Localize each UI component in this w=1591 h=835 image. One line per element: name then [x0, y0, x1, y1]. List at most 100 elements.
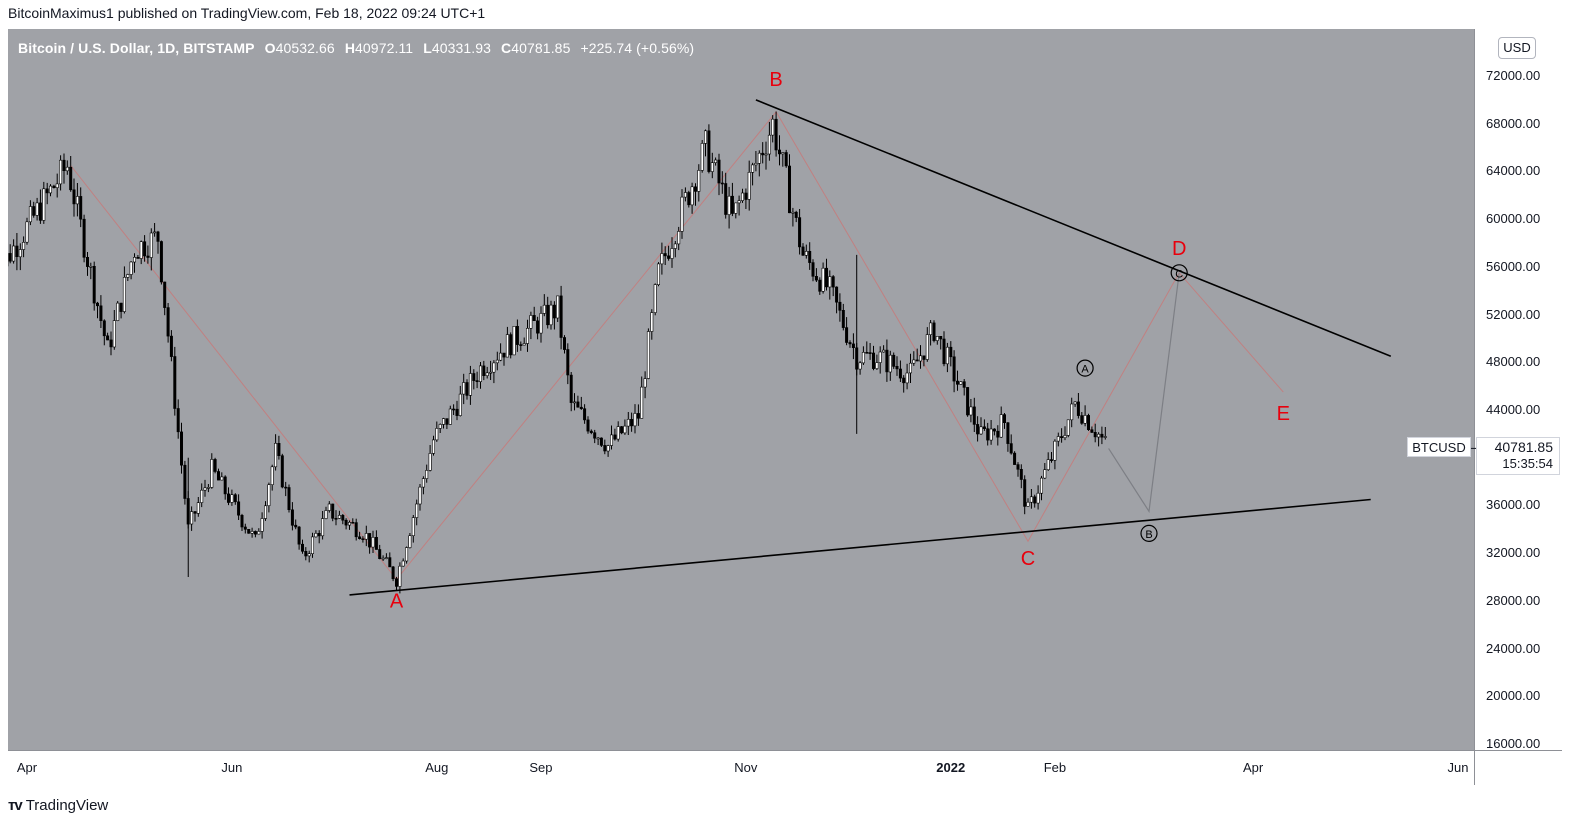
wave-label-d: D: [1172, 238, 1186, 260]
candle-body: [287, 487, 291, 511]
last-price-label: 40781.85 15:35:54: [1476, 437, 1560, 475]
plot-area[interactable]: [8, 29, 1474, 750]
legend-change: +225.74 (+0.56%): [580, 40, 695, 56]
candle-body: [180, 431, 184, 466]
candle-body: [388, 557, 392, 568]
candle-body: [109, 339, 113, 348]
candle-body: [529, 315, 533, 329]
candle-body: [613, 434, 617, 440]
currency-button[interactable]: USD: [1498, 37, 1536, 59]
candle-body: [337, 514, 341, 519]
candle-body: [112, 320, 116, 348]
candle-body: [599, 437, 603, 446]
candle-body: [176, 408, 180, 433]
candle-body: [1076, 401, 1080, 416]
legend-high-value: 40972.11: [355, 40, 414, 56]
candle-body: [687, 192, 691, 206]
candle-body: [166, 307, 170, 337]
candle-body: [371, 536, 375, 548]
candle-body: [193, 511, 197, 514]
candle-body: [848, 342, 852, 345]
candle-body: [257, 531, 261, 535]
candle-body: [831, 276, 835, 288]
candle-body: [677, 231, 681, 245]
candle-body: [976, 424, 980, 435]
candle-body: [15, 245, 19, 257]
candle-body: [472, 373, 476, 381]
candle-body: [213, 459, 217, 472]
candle-body: [868, 352, 872, 354]
candle-body: [324, 510, 328, 519]
candle-body: [959, 381, 963, 385]
candle-body: [358, 536, 362, 539]
candle-body: [586, 419, 590, 432]
candle-body: [136, 256, 140, 259]
candle-body: [455, 408, 459, 416]
candle-body: [475, 380, 479, 383]
time-tick-label: 2022: [936, 760, 966, 775]
candle-body: [79, 196, 83, 220]
time-axis[interactable]: [8, 750, 1474, 785]
candle-body: [734, 202, 738, 214]
price-tick-label: 52000.00: [1486, 306, 1541, 322]
candle-body: [996, 430, 1000, 438]
candle-body: [935, 335, 939, 341]
candle-body: [925, 334, 929, 360]
candle-body: [69, 166, 73, 191]
candle-body: [673, 243, 677, 249]
candle-body: [1090, 429, 1094, 433]
candle-body: [888, 354, 892, 373]
candle-body: [438, 424, 442, 429]
candle-body: [274, 442, 278, 468]
candle-body: [1103, 436, 1107, 438]
candle-body: [1060, 436, 1064, 439]
candle-body: [169, 335, 173, 357]
price-axis[interactable]: [1474, 29, 1562, 750]
projection-line: [1108, 272, 1180, 514]
candle-body: [596, 437, 600, 440]
candle-body: [861, 351, 865, 364]
candle-body: [331, 503, 335, 519]
candle-body: [250, 531, 254, 534]
candle-body: [8, 253, 9, 267]
candle-body: [452, 408, 456, 411]
candle-body: [495, 359, 499, 364]
candle-body: [717, 159, 721, 184]
candle-body: [2, 266, 4, 281]
wave-label-b: B: [769, 69, 782, 91]
candle-body: [556, 295, 560, 319]
candle-body: [838, 301, 842, 311]
candle-body: [139, 241, 143, 259]
candle-body: [368, 533, 372, 548]
candle-body: [747, 172, 751, 200]
candle-body: [499, 352, 503, 361]
price-tick-label: 32000.00: [1486, 545, 1541, 561]
publisher-line: BitcoinMaximus1 published on TradingView…: [8, 5, 486, 21]
candle-body: [462, 382, 466, 395]
candle-body: [431, 439, 435, 454]
candle-body: [18, 249, 22, 258]
candle-body: [327, 503, 331, 511]
time-tick-label: Sep: [529, 760, 553, 775]
candle-body: [606, 445, 610, 452]
candle-body: [89, 265, 93, 268]
candle-body: [300, 543, 304, 552]
candle-body: [512, 325, 516, 356]
candle-body: [482, 365, 486, 376]
candle-body: [341, 514, 345, 521]
candle-body: [663, 253, 667, 257]
candle-body: [1016, 464, 1020, 470]
candle-body: [620, 426, 624, 434]
candle-body: [190, 511, 194, 525]
time-tick-label: Apr: [16, 760, 38, 775]
candle-body: [955, 380, 959, 385]
candle-body: [1053, 440, 1057, 461]
candle-body: [489, 371, 493, 374]
candle-body: [405, 547, 409, 562]
candle-body: [263, 505, 267, 519]
lower-trendline: [349, 498, 1371, 596]
tradingview-footer[interactable]: ᴛᴠ TradingView: [8, 797, 108, 814]
candle-body: [690, 186, 694, 206]
time-tick-label: Feb: [1043, 760, 1067, 775]
candle-body: [0, 281, 1, 282]
